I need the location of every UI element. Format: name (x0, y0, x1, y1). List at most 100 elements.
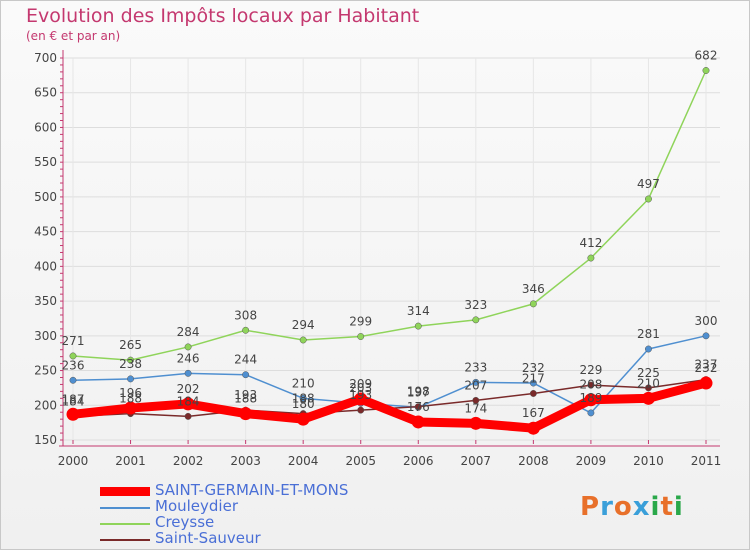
data-label: 203 (349, 381, 372, 395)
data-point-0 (469, 416, 483, 430)
data-point-0 (526, 421, 540, 435)
x-tick-label: 2006 (403, 454, 434, 468)
data-point-2 (645, 195, 652, 203)
data-label: 167 (522, 406, 545, 420)
data-label: 209 (349, 377, 372, 391)
y-tick-label: 500 (34, 190, 57, 204)
data-label: 208 (579, 378, 602, 392)
data-label: 225 (637, 366, 660, 380)
data-label: 314 (407, 304, 430, 318)
data-point-2 (299, 336, 307, 344)
legend-label: Saint-Sauveur (155, 529, 261, 547)
y-tick-label: 650 (34, 86, 57, 100)
data-point-1 (645, 345, 652, 353)
x-tick-label: 2011 (691, 454, 722, 468)
data-label: 294 (292, 318, 315, 332)
y-tick-label: 250 (34, 364, 57, 378)
data-point-0 (296, 412, 310, 426)
data-point-1 (69, 376, 77, 384)
data-label: 238 (119, 357, 142, 371)
data-label: 237 (695, 358, 718, 372)
data-point-3 (184, 412, 192, 420)
series-line-2 (72, 69, 707, 361)
data-point-2 (587, 254, 595, 262)
data-point-3 (645, 384, 652, 392)
legend-item: Mouleydier (100, 497, 420, 516)
data-label: 346 (522, 282, 545, 296)
data-label: 188 (234, 392, 257, 406)
data-point-2 (69, 352, 77, 360)
y-tick-label: 550 (34, 155, 57, 169)
data-label: 196 (119, 386, 142, 400)
legend-item: Saint-Sauveur (100, 529, 420, 548)
data-label: 233 (464, 360, 487, 374)
x-tick-label: 2000 (58, 454, 89, 468)
x-tick-label: 2008 (518, 454, 549, 468)
legend-swatch (100, 487, 150, 496)
logo-letter: x (632, 492, 651, 522)
data-label: 180 (292, 397, 315, 411)
legend-swatch (100, 539, 150, 541)
data-label: 188 (292, 392, 315, 406)
legend-swatch (100, 507, 150, 509)
data-point-2 (242, 326, 250, 334)
logo-letter: o (613, 492, 633, 522)
data-point-0 (181, 397, 195, 411)
y-tick-label: 600 (34, 120, 57, 134)
x-tick-label: 2003 (230, 454, 261, 468)
data-label: 284 (177, 325, 200, 339)
data-label: 174 (464, 401, 487, 415)
proxiti-logo: Proxiti (580, 492, 684, 522)
y-tick-label: 400 (34, 259, 57, 273)
data-label: 246 (177, 351, 200, 365)
y-tick-label: 350 (34, 294, 57, 308)
data-point-0 (699, 376, 713, 390)
data-point-0 (354, 392, 368, 406)
data-point-2 (184, 343, 192, 351)
y-tick-label: 150 (34, 433, 57, 447)
data-point-2 (127, 356, 134, 364)
x-tick-label: 2007 (461, 454, 492, 468)
data-point-2 (414, 322, 422, 330)
data-point-3 (472, 396, 480, 404)
data-label: 265 (119, 338, 142, 352)
data-label: 207 (464, 378, 487, 392)
data-label: 189 (579, 391, 602, 405)
data-point-3 (414, 403, 422, 411)
data-label: 193 (234, 388, 257, 402)
legend-swatch (100, 523, 150, 525)
data-label: 176 (407, 400, 430, 414)
data-point-1 (184, 369, 192, 377)
y-tick-label: 300 (34, 329, 57, 343)
data-label: 184 (62, 394, 85, 408)
logo-letter: i (650, 492, 661, 522)
data-label: 682 (695, 49, 718, 63)
data-label: 308 (234, 308, 257, 322)
logo-letter: i (673, 492, 684, 522)
data-label: 412 (579, 236, 602, 250)
data-label: 244 (234, 353, 257, 367)
data-label: 210 (292, 376, 315, 390)
legend-label: Mouleydier (155, 497, 238, 515)
data-point-2 (357, 333, 365, 340)
data-label: 210 (637, 376, 660, 390)
logo-letter: t (660, 492, 674, 522)
data-label: 299 (349, 315, 372, 329)
data-label: 232 (695, 361, 718, 375)
data-label: 202 (177, 382, 200, 396)
data-label: 281 (637, 327, 660, 341)
logo-letter: r (600, 492, 614, 522)
data-point-1 (702, 332, 710, 340)
data-label: 497 (637, 177, 660, 191)
data-label: 229 (579, 363, 602, 377)
data-label: 184 (177, 394, 200, 408)
data-label: 193 (349, 388, 372, 402)
data-point-1 (127, 375, 134, 383)
data-point-1 (587, 409, 595, 417)
chart-subtitle: (en € et par an) (26, 29, 121, 43)
legend-item: SAINT-GERMAIN-ET-MONS (100, 481, 420, 500)
x-tick-label: 2005 (345, 454, 376, 468)
data-label: 236 (62, 358, 85, 372)
y-tick-label: 450 (34, 225, 57, 239)
